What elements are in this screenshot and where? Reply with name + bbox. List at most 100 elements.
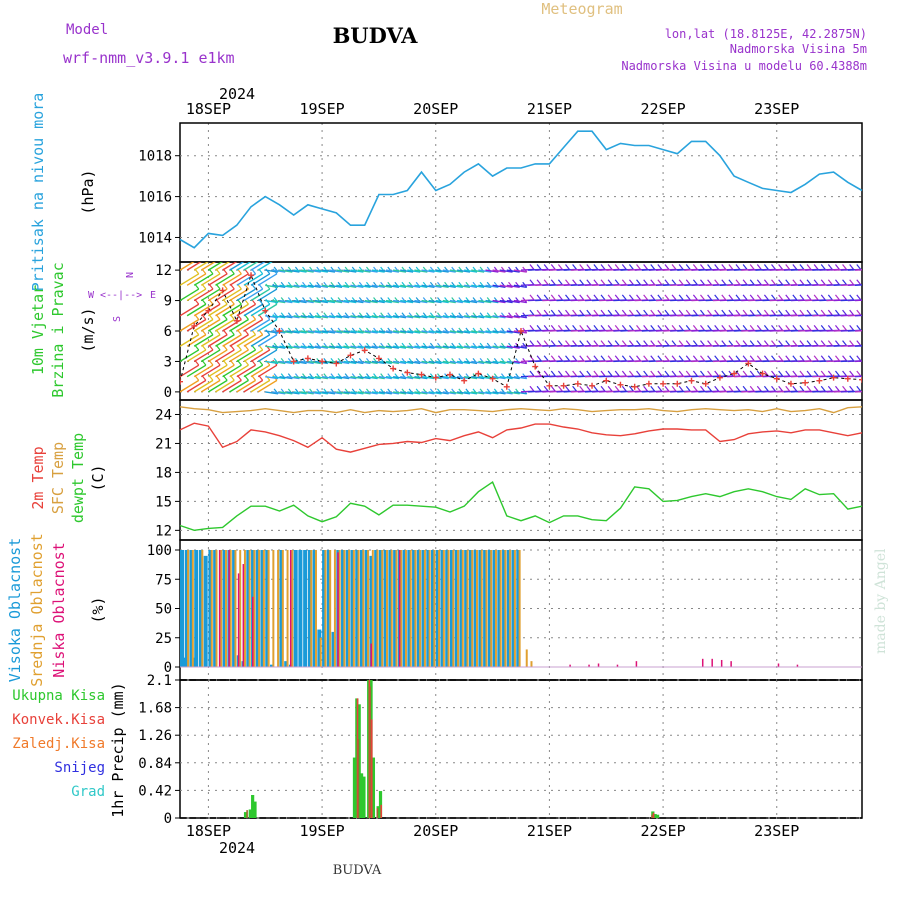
wind-barb-flag <box>749 294 755 301</box>
wind-barb-flag <box>806 294 812 301</box>
precip-bar-ukupna <box>243 812 248 818</box>
wind-barb <box>385 391 399 395</box>
wind-barb <box>861 284 862 286</box>
wind-barb-flag <box>742 385 748 392</box>
footer-station: BUDVA <box>333 863 382 878</box>
wind-barb <box>222 273 242 286</box>
wind-barb <box>357 345 371 349</box>
wind-barb <box>293 269 307 273</box>
wind-barb <box>464 330 478 334</box>
wind-barb <box>300 360 314 365</box>
wind-barb-flag <box>565 294 570 301</box>
wind-barb <box>513 345 527 349</box>
cloud-bar-visoka <box>502 550 507 667</box>
wind-barb-flag <box>636 340 642 346</box>
wind-barb <box>407 375 421 380</box>
wind-barb-flag <box>735 264 741 270</box>
wind-barb <box>449 330 463 334</box>
cloud-bar-srednja <box>352 550 355 667</box>
wind-barb-flag <box>536 355 542 362</box>
wind-barb <box>343 360 357 365</box>
wind-speed-point <box>802 379 809 386</box>
wind-barb <box>449 360 463 365</box>
wind-barb <box>250 318 271 332</box>
cloud-bar-visoka <box>350 550 355 667</box>
wind-speed-point <box>432 374 439 381</box>
wind-barb-flag <box>714 279 720 286</box>
wind-barb <box>350 269 364 273</box>
wind-barb <box>279 345 293 349</box>
wind-barb <box>364 315 378 319</box>
wind-speed-point <box>248 272 255 279</box>
wind-barb-flag <box>244 254 248 259</box>
cloud-bar-visoka <box>431 550 436 667</box>
wind-barb <box>257 379 278 393</box>
wind-barb <box>478 284 492 288</box>
wind-barb <box>378 299 392 304</box>
precip-bar-konvek <box>380 804 383 818</box>
wind-barb-flag <box>749 370 755 377</box>
wind-barb <box>464 299 478 304</box>
wind-barb-flag <box>252 254 256 259</box>
wind-barb <box>300 315 314 319</box>
wind-barb <box>407 315 421 319</box>
wind-barb-flag <box>636 264 642 270</box>
wind-ylabel-1: 10m Vjetar <box>29 285 47 375</box>
wind-barb <box>506 315 520 319</box>
wind-barb <box>279 269 293 273</box>
cloud-bar-srednja <box>513 550 516 667</box>
wind-barb-flag <box>813 279 819 286</box>
wind-barb-flag <box>806 340 812 346</box>
cloud-bar-srednja <box>281 550 284 667</box>
bottom-day-label: 19SEP <box>300 822 345 840</box>
wind-barb <box>449 345 463 349</box>
cloud-bar-niska <box>777 663 780 667</box>
cloud-bar-srednja <box>215 550 218 667</box>
wind-barb-flag <box>700 355 705 362</box>
wind-barb <box>307 375 321 380</box>
wind-barb-flag <box>813 355 819 362</box>
wind-barb-flag <box>664 385 670 392</box>
wind-barb-flag <box>842 279 848 286</box>
wind-barb <box>861 345 862 347</box>
wind-barb-flag <box>785 264 791 270</box>
wind-barb-flag <box>778 294 784 301</box>
wind-barb-flag <box>657 385 663 392</box>
wind-barb <box>393 345 407 349</box>
wind-barb-flag <box>664 309 670 316</box>
precip-bar-ukupna <box>253 801 257 818</box>
wind-barb-flag <box>806 264 812 270</box>
wind-barb <box>371 284 385 288</box>
wind-barb <box>279 391 293 395</box>
temp-ylabel-dewpt: dewpt Temp <box>69 433 87 523</box>
wind-speed-point <box>446 371 453 378</box>
cloud-bar-srednja <box>390 550 393 667</box>
cloud-bar-visoka <box>511 550 516 667</box>
wind-barb-flag <box>692 294 698 301</box>
wind-barb <box>272 315 286 319</box>
wind-barb-flag <box>593 324 599 331</box>
wind-barb-flag <box>806 385 812 392</box>
wind-barb-flag <box>678 264 684 270</box>
y-tick-label: 50 <box>155 602 172 618</box>
cloud-bar-srednja <box>442 550 445 667</box>
wind-barb <box>499 330 513 334</box>
wind-barb-flag <box>864 264 868 269</box>
wind-speed-point <box>702 380 709 387</box>
bottom-day-label: 20SEP <box>413 822 458 840</box>
wind-barb-flag <box>799 370 805 377</box>
wind-barb-flag <box>728 264 734 270</box>
cloud-bar-srednja <box>480 550 483 667</box>
wind-barb-flag <box>778 309 784 316</box>
wind-barb <box>393 315 407 319</box>
wind-barb-flag <box>735 340 741 346</box>
wind-barb-flag <box>785 279 791 286</box>
cloud-bar-visoka <box>464 550 469 667</box>
cloud-bar-niska <box>289 550 292 667</box>
wind-barb-flag <box>586 294 592 301</box>
wind-barb-flag <box>778 279 784 286</box>
wind-barb <box>300 330 314 334</box>
wind-barb <box>371 360 385 365</box>
cloud-bar-niska <box>711 658 713 667</box>
wind-speed-point <box>180 378 183 385</box>
